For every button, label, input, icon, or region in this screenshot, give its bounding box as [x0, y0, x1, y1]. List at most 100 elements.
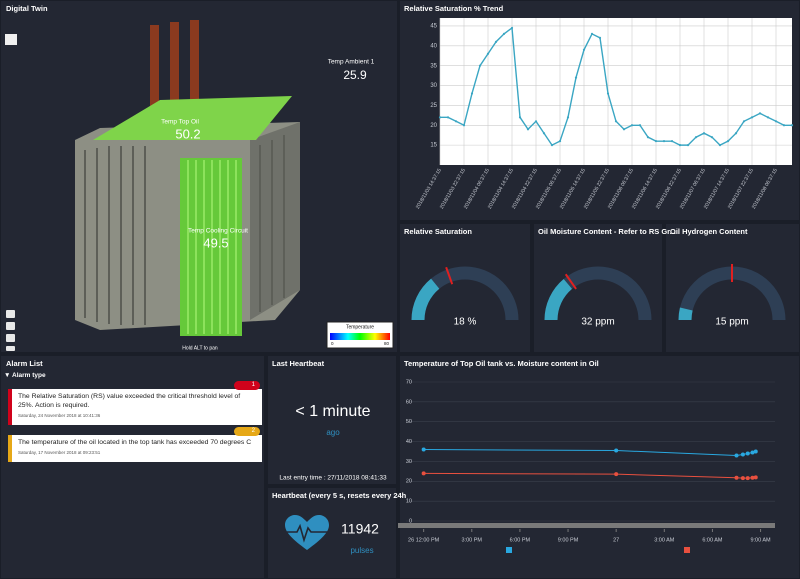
trend-point: [518, 116, 522, 119]
trend-point: [726, 140, 730, 143]
sensor-label: Temp Cooling Circuit: [188, 228, 248, 235]
series-point: [421, 471, 426, 476]
sensor-label: Temp Top Oil: [161, 119, 199, 126]
panel-title: Relative Saturation: [404, 227, 472, 236]
trend-point: [534, 120, 538, 123]
trend-point: [774, 120, 778, 123]
y-tick-label: 70: [406, 379, 412, 385]
gauge-value: 32 ppm: [581, 317, 614, 328]
series-point: [614, 472, 619, 477]
panel-title: Alarm List: [6, 359, 43, 368]
x-tick-label: 6:00 PM: [510, 537, 531, 543]
alarm-item: 1 The Relative Saturation (RS) value exce…: [8, 381, 262, 425]
trend-point: [582, 48, 586, 51]
y-tick-label: 60: [406, 399, 412, 405]
series-point: [740, 452, 745, 457]
trend-point: [454, 120, 458, 123]
legend-swatch: [684, 547, 690, 553]
series-point: [421, 447, 426, 452]
trend-point: [438, 116, 442, 119]
trend-point: [470, 92, 474, 95]
series-point: [740, 476, 745, 481]
y-tick-label: 15: [430, 143, 437, 149]
scrollbar[interactable]: [398, 523, 775, 528]
gauge-threshold: [445, 266, 454, 285]
pulse-line: [287, 523, 327, 543]
gauge-fill: [678, 307, 693, 321]
y-tick-label: 0: [409, 518, 412, 524]
pulse-unit: pulses: [350, 546, 373, 555]
sensor-value: 25.9: [343, 68, 367, 82]
x-tick-label: 3:00 PM: [462, 537, 483, 543]
scale-title: Temperature: [346, 324, 374, 330]
trend-point: [694, 136, 698, 139]
x-tick-label: 9:00 PM: [558, 537, 579, 543]
alarm-card: The temperature of the oil located in th…: [8, 434, 262, 462]
alarm-message: The Relative Saturation (RS) value excee…: [18, 393, 241, 409]
panel-title: Heartbeat (every 5 s, resets every 24h): [272, 491, 409, 500]
trend-point: [566, 116, 570, 119]
hint: Hold ALT to pan: [182, 345, 218, 351]
pulse-count: 11942: [341, 521, 379, 537]
trend-point: [670, 140, 674, 143]
trend-point: [654, 140, 658, 143]
trend-point: [678, 144, 682, 147]
y-tick-label: 40: [406, 439, 412, 445]
gauge-value: 18 %: [454, 317, 477, 328]
trend-point: [510, 26, 514, 30]
temperature-gradient: [330, 333, 390, 340]
panel-title: Relative Saturation % Trend: [404, 4, 504, 13]
y-tick-label: 20: [406, 479, 412, 485]
trend-point: [558, 140, 562, 143]
x-tick-label: 26 12:00 PM: [408, 537, 440, 543]
y-tick-label: 20: [430, 123, 437, 129]
alarm-badge: 2: [234, 426, 260, 436]
trend-point: [662, 140, 666, 143]
trend-point: [718, 144, 722, 147]
series-point: [614, 448, 619, 453]
trend-point: [614, 120, 618, 123]
y-tick-label: 25: [430, 103, 437, 109]
sensor-value: 50.2: [175, 126, 200, 141]
gauge-threshold: [564, 273, 577, 290]
trend-point: [686, 144, 690, 147]
trend-point: [758, 112, 762, 115]
panel-title: Digital Twin: [6, 4, 48, 13]
series-point: [734, 453, 739, 458]
trend-point: [622, 128, 626, 131]
x-tick-label: 27: [613, 537, 619, 543]
view-controls[interactable]: [6, 310, 15, 351]
alarm-time: Saturday, 24 November 2018 at 10:41:36: [18, 413, 101, 418]
alarm-item: 2 The temperature of the oil located in t…: [8, 426, 262, 462]
series-point: [750, 475, 755, 480]
panel: [268, 356, 396, 484]
trend-point: [446, 116, 450, 119]
series-point: [745, 451, 750, 456]
alarm-filter[interactable]: ▼ Alarm type: [4, 372, 46, 379]
alarm-card: The Relative Saturation (RS) value excee…: [8, 389, 262, 425]
scale-min: 0: [331, 341, 334, 346]
x-tick-label: 6:00 AM: [702, 537, 723, 543]
y-tick-label: 45: [430, 24, 437, 30]
trend-point: [734, 132, 738, 135]
trend-point: [766, 116, 770, 119]
menu-button[interactable]: [5, 34, 17, 45]
gauge-value: 15 ppm: [715, 317, 748, 328]
y-tick-label: 35: [430, 63, 437, 69]
panel-title: Oil Moisture Content - Refer to RS Gr...: [538, 227, 676, 236]
trend-point: [742, 120, 746, 123]
alarm-message: The temperature of the oil located in th…: [18, 438, 252, 446]
alarm-filter-label: Alarm type: [12, 372, 46, 379]
panel: [400, 224, 530, 352]
trend-point: [574, 76, 578, 79]
trend-point: [702, 132, 706, 135]
legend-swatch: [506, 547, 512, 553]
sensor-value: 49.5: [203, 235, 228, 250]
y-tick-label: 30: [430, 83, 437, 89]
y-tick-label: 30: [406, 459, 412, 465]
gauge-fill: [411, 278, 440, 321]
panel-title: Temperature of Top Oil tank vs. Moisture…: [404, 359, 599, 368]
panel-title: Last Heartbeat: [272, 359, 325, 368]
